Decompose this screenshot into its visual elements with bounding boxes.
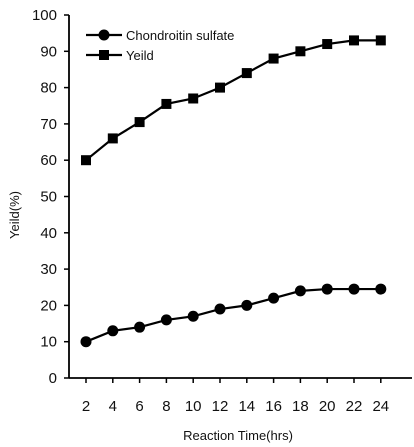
y-tick-label: 30 xyxy=(40,261,57,278)
x-tick-label: 8 xyxy=(162,398,170,415)
data-point-yeild xyxy=(81,155,91,166)
legend-label-chondroitin-sulfate: Chondroitin sulfate xyxy=(126,28,234,43)
data-point-yeild xyxy=(215,82,225,93)
y-tick-label: 70 xyxy=(40,116,57,133)
data-point-chondroitin-sulfate xyxy=(134,321,146,333)
data-point-chondroitin-sulfate xyxy=(348,283,360,295)
data-point-yeild xyxy=(107,133,118,144)
legend-marker-yeild xyxy=(99,50,109,60)
data-point-chondroitin-sulfate xyxy=(375,283,387,295)
x-tick-label: 18 xyxy=(292,398,309,415)
series-line-chondroitin-sulfate xyxy=(85,287,381,343)
y-tick-label: 60 xyxy=(40,152,57,169)
plot-area xyxy=(68,15,412,379)
y-tick-label: 40 xyxy=(40,225,57,242)
x-tick-label: 4 xyxy=(109,398,117,415)
x-tick-label: 22 xyxy=(346,398,363,415)
data-point-chondroitin-sulfate xyxy=(187,310,199,322)
x-tick-label: 24 xyxy=(372,398,389,415)
y-axis-title: Yeild(%) xyxy=(7,191,22,239)
data-point-chondroitin-sulfate xyxy=(321,283,333,295)
x-tick-label: 20 xyxy=(319,398,336,415)
legend: Chondroitin sulfate Yeild xyxy=(86,28,234,63)
y-tick-label: 90 xyxy=(40,43,57,60)
data-point-chondroitin-sulfate xyxy=(294,285,306,297)
data-point-yeild xyxy=(161,98,172,109)
x-axis-title: Reaction Time(hrs) xyxy=(183,428,293,443)
y-tick-label: 80 xyxy=(40,80,57,97)
x-tick-label: 2 xyxy=(82,398,90,415)
x-tick-label: 14 xyxy=(238,398,255,415)
y-axis-ticks: 0 10 20 30 40 50 60 70 80 90 100 xyxy=(32,7,69,387)
x-axis-ticks: 2 4 6 8 10 12 14 16 18 20 22 24 xyxy=(82,378,389,415)
data-point-yeild xyxy=(268,53,279,64)
legend-label-yeild: Yeild xyxy=(126,48,154,63)
legend-marker-chondroitin-sulfate xyxy=(98,29,110,41)
y-tick-label: 100 xyxy=(32,7,57,24)
x-tick-label: 6 xyxy=(135,398,143,415)
series-layer xyxy=(80,35,387,348)
x-tick-label: 12 xyxy=(212,398,229,415)
data-point-chondroitin-sulfate xyxy=(241,299,253,311)
data-point-chondroitin-sulfate xyxy=(80,336,92,348)
data-point-yeild xyxy=(295,46,306,57)
x-tick-label: 16 xyxy=(265,398,282,415)
data-point-yeild xyxy=(322,39,333,50)
data-point-yeild xyxy=(188,93,199,104)
data-point-chondroitin-sulfate xyxy=(160,314,172,326)
y-tick-label: 50 xyxy=(40,189,57,206)
data-point-chondroitin-sulfate xyxy=(214,303,226,315)
data-point-chondroitin-sulfate xyxy=(268,292,280,304)
y-tick-label: 10 xyxy=(40,334,57,351)
data-point-chondroitin-sulfate xyxy=(107,325,119,337)
y-tick-label: 20 xyxy=(40,297,57,314)
y-tick-label: 0 xyxy=(49,370,57,387)
data-point-yeild xyxy=(349,35,359,46)
data-point-yeild xyxy=(375,35,386,46)
data-point-yeild xyxy=(241,68,252,79)
x-tick-label: 10 xyxy=(185,398,202,415)
data-point-yeild xyxy=(134,117,145,128)
